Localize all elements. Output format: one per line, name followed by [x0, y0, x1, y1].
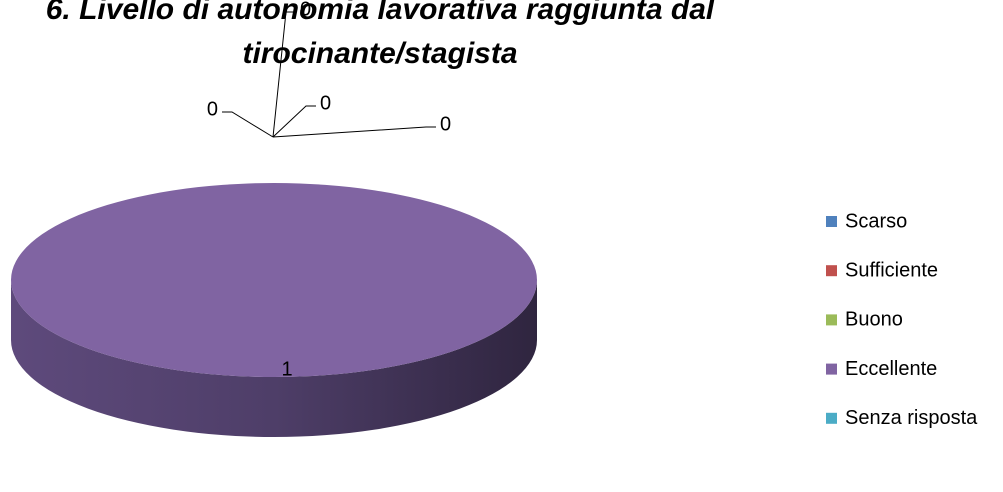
pie-side: [11, 280, 537, 437]
leader-line: [272, 126, 436, 138]
data-label: 0: [300, 0, 311, 20]
legend-swatch: [826, 412, 837, 424]
legend-swatch: [826, 265, 837, 277]
legend-label: Scarso: [845, 210, 907, 232]
pie-slice: [11, 183, 537, 377]
data-label: 0: [320, 92, 331, 114]
legend-label: Eccellente: [845, 358, 937, 380]
legend-label: Buono: [845, 309, 903, 331]
leader-line: [272, 11, 296, 138]
legend-swatch: [826, 363, 837, 375]
data-label: 1: [281, 358, 292, 380]
data-label: 0: [440, 113, 451, 135]
legend-swatch: [826, 314, 837, 326]
legend-swatch: [826, 216, 837, 227]
data-label: 0: [207, 98, 218, 120]
legend-label: Sufficiente: [845, 259, 938, 281]
legend-label: Senza risposta: [845, 407, 978, 429]
chart-title: 6. Livello di autonomia lavorativa raggi…: [45, 0, 715, 70]
leader-line: [222, 111, 274, 138]
leader-line: [272, 105, 316, 138]
